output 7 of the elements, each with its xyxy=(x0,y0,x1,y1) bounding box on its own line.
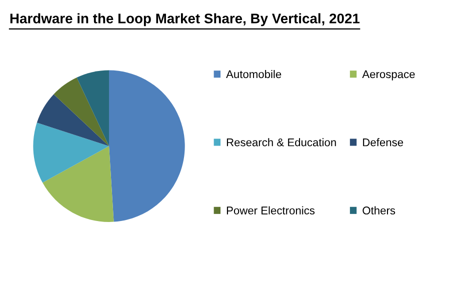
legend-label: Power Electronics xyxy=(226,206,315,214)
legend-label: Defense xyxy=(363,138,404,146)
legend-label: Aerospace xyxy=(362,70,415,80)
legend-label: Research & Education xyxy=(226,138,336,146)
legend-label: Others xyxy=(362,206,396,214)
legend-label: Automobile xyxy=(226,70,282,78)
chart-title: Hardware in the Loop Market Share, By Vertical, 2021 xyxy=(10,13,360,26)
